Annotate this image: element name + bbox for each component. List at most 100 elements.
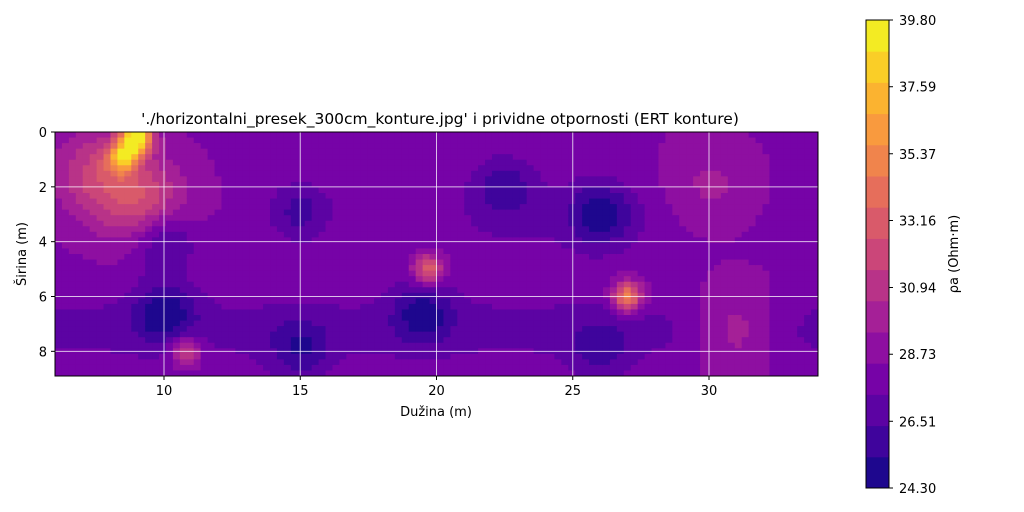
contour-cell xyxy=(332,331,340,338)
contour-cell xyxy=(235,331,243,338)
contour-cell xyxy=(193,231,202,238)
contour-cell xyxy=(450,370,458,376)
contour-cell xyxy=(311,320,320,327)
contour-cell xyxy=(623,165,632,172)
contour-cell xyxy=(304,315,313,322)
contour-cell xyxy=(561,342,569,349)
contour-cell xyxy=(658,337,666,344)
contour-cell xyxy=(318,342,327,349)
contour-cell xyxy=(672,204,680,211)
contour-cell xyxy=(159,359,167,366)
contour-cell xyxy=(637,215,646,222)
contour-cell xyxy=(547,176,556,183)
contour-cell xyxy=(214,148,223,155)
contour-cell xyxy=(325,309,334,316)
contour-cell xyxy=(249,193,257,200)
contour-cell xyxy=(748,220,757,227)
contour-cell xyxy=(235,298,243,305)
contour-cell xyxy=(318,215,327,222)
contour-cell xyxy=(741,148,750,155)
contour-cell xyxy=(75,209,84,216)
contour-cell xyxy=(498,292,507,299)
contour-cell xyxy=(700,315,708,322)
contour-cell xyxy=(630,287,639,294)
contour-cell xyxy=(596,237,604,244)
contour-cell xyxy=(193,298,202,305)
contour-cell xyxy=(103,165,112,172)
contour-cell xyxy=(568,159,576,166)
contour-cell xyxy=(533,342,542,349)
contour-cell xyxy=(443,326,451,333)
contour-cell xyxy=(332,209,340,216)
contour-cell xyxy=(561,193,569,200)
contour-cell xyxy=(478,209,486,216)
contour-cell xyxy=(568,315,576,322)
contour-cell xyxy=(707,315,715,322)
contour-cell xyxy=(485,137,493,144)
contour-cell xyxy=(582,292,590,299)
contour-cell xyxy=(651,187,660,194)
contour-cell xyxy=(159,370,167,376)
contour-cell xyxy=(179,209,188,216)
contour-cell xyxy=(353,298,361,305)
contour-cell xyxy=(596,292,604,299)
contour-cell xyxy=(228,337,236,344)
contour-cell xyxy=(415,165,424,172)
contour-cell xyxy=(318,220,327,227)
contour-cell xyxy=(498,259,507,266)
contour-cell xyxy=(82,287,91,294)
contour-cell xyxy=(741,198,750,205)
contour-cell xyxy=(700,287,708,294)
contour-cell xyxy=(623,143,632,150)
contour-cell xyxy=(346,270,354,277)
contour-cell xyxy=(339,204,347,211)
contour-cell xyxy=(533,165,542,172)
contour-cell xyxy=(485,143,493,150)
contour-cell xyxy=(304,259,313,266)
contour-cell xyxy=(776,353,784,360)
contour-cell xyxy=(360,187,368,194)
contour-cell xyxy=(533,215,542,222)
contour-cell xyxy=(270,353,278,360)
contour-cell xyxy=(138,170,146,177)
contour-cell xyxy=(519,165,528,172)
contour-cell xyxy=(394,159,403,166)
contour-cell xyxy=(727,148,736,155)
contour-cell xyxy=(547,198,556,205)
contour-cell xyxy=(540,231,549,238)
contour-cell xyxy=(630,187,639,194)
contour-cell xyxy=(165,242,174,250)
contour-cell xyxy=(665,315,673,322)
contour-cell xyxy=(235,248,243,255)
contour-cell xyxy=(609,337,618,344)
contour-cell xyxy=(776,287,784,294)
contour-cell xyxy=(214,176,223,183)
contour-cell xyxy=(228,326,236,333)
contour-cell xyxy=(55,159,63,166)
contour-cell xyxy=(193,326,202,333)
contour-cell xyxy=(485,303,493,311)
contour-cell xyxy=(651,370,660,376)
contour-cell xyxy=(276,159,285,166)
contour-cell xyxy=(131,215,139,222)
contour-cell xyxy=(478,220,486,227)
contour-cell xyxy=(727,364,736,372)
contour-cell xyxy=(609,331,618,338)
contour-cell xyxy=(249,353,257,360)
contour-cell xyxy=(734,248,743,255)
contour-cell xyxy=(630,281,639,288)
contour-cell xyxy=(221,237,230,244)
contour-cell xyxy=(436,342,445,349)
contour-cell xyxy=(713,176,722,183)
contour-cell xyxy=(602,215,611,222)
contour-cell xyxy=(61,359,70,366)
contour-cell xyxy=(505,265,514,272)
contour-cell xyxy=(762,320,771,327)
contour-cell xyxy=(82,315,91,322)
contour-cell xyxy=(159,353,167,360)
contour-cell xyxy=(165,226,174,233)
contour-cell xyxy=(693,309,701,316)
contour-cell xyxy=(283,242,292,250)
contour-cell xyxy=(235,237,243,244)
contour-cell xyxy=(339,364,347,372)
